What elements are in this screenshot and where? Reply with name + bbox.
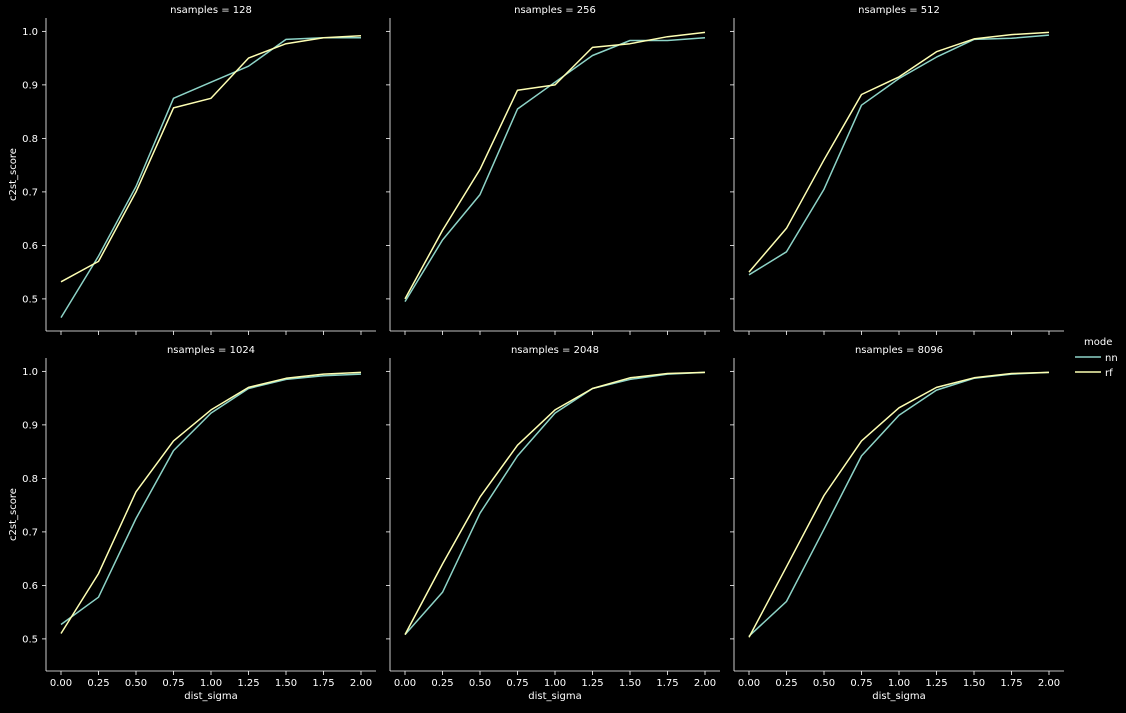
legend-label-nn: nn (1105, 353, 1118, 364)
x-tick-label: 0.75 (506, 678, 528, 689)
series-line-nn (748, 34, 1050, 276)
panel-title: nsamples = 1024 (167, 345, 255, 356)
series-line-nn (404, 37, 706, 302)
legend: mode nn rf (1075, 337, 1118, 379)
x-tick-label: 1.25 (581, 678, 603, 689)
x-tick-label: 1.00 (544, 678, 566, 689)
x-tick-label: 1.25 (925, 678, 947, 689)
x-tick-label: 0.00 (394, 678, 416, 689)
x-tick-label: 1.00 (888, 678, 910, 689)
series-line-rf (404, 31, 706, 300)
y-tick-label: 0.8 (22, 474, 38, 485)
x-tick-label: 2.00 (350, 678, 372, 689)
x-tick-label: 1.50 (619, 678, 641, 689)
y-tick-label: 0.8 (22, 134, 38, 145)
series-line-rf (748, 371, 1050, 638)
facet-panel: nsamples = 2048 0.00 0.25 0.50 0.75 1.00 1.25 1… (386, 345, 720, 702)
facet-panel: nsamples = 8096 0.00 0.25 0.50 0.75 1.00 1.25 1… (730, 345, 1064, 702)
legend-title: mode (1084, 337, 1112, 348)
facet-panel: nsamples = 512 (730, 5, 1064, 335)
y-tick-label: 1.0 (22, 27, 38, 38)
series-line-rf (404, 371, 706, 635)
facet-grid: nsamples = 128 0.5 0.6 0.7 0.8 0.9 1.0 c2st_sco… (8, 5, 1064, 702)
x-tick-label: 0.50 (125, 678, 147, 689)
panel-title: nsamples = 512 (858, 5, 940, 16)
series-line-nn (60, 37, 361, 318)
y-axis-label: c2st_score (8, 148, 19, 201)
panel-title: nsamples = 8096 (855, 345, 943, 356)
series-line-nn (60, 373, 362, 626)
y-tick-label: 0.5 (22, 294, 38, 305)
x-tick-label: 0.00 (738, 678, 760, 689)
x-tick-label: 1.75 (312, 678, 334, 689)
y-tick-label: 0.9 (22, 80, 38, 91)
y-axis-label: c2st_score (8, 488, 19, 541)
x-tick-label: 1.25 (237, 678, 259, 689)
facet-panel: nsamples = 1024 0.00 0.25 0.50 0.75 1.00 1.25 1… (8, 345, 376, 702)
x-tick-label: 1.50 (963, 678, 985, 689)
y-tick-label: 0.6 (22, 581, 38, 592)
y-tick-label: 0.9 (22, 420, 38, 431)
x-tick-label: 0.25 (431, 678, 453, 689)
x-tick-label: 2.00 (1038, 678, 1060, 689)
y-tick-label: 0.5 (22, 634, 38, 645)
x-tick-label: 0.25 (87, 678, 109, 689)
y-tick-label: 0.7 (22, 527, 38, 538)
series-line-rf (60, 371, 362, 634)
series-line-nn (404, 371, 706, 636)
series-line-rf (60, 34, 362, 283)
facet-panel: nsamples = 128 0.5 0.6 0.7 0.8 0.9 1.0 c2st_sco… (8, 5, 376, 335)
x-axis-label: dist_sigma (872, 691, 925, 702)
x-axis-label: dist_sigma (528, 691, 581, 702)
x-tick-label: 1.00 (200, 678, 222, 689)
x-tick-label: 0.50 (813, 678, 835, 689)
x-tick-label: 0.50 (469, 678, 491, 689)
y-tick-label: 0.7 (22, 187, 38, 198)
x-tick-label: 1.75 (656, 678, 678, 689)
facet-panel: nsamples = 256 (386, 5, 720, 335)
x-tick-label: 1.50 (275, 678, 297, 689)
x-tick-label: 0.00 (50, 678, 72, 689)
y-tick-label: 1.0 (22, 367, 38, 378)
x-tick-label: 0.75 (162, 678, 184, 689)
x-tick-label: 1.75 (1000, 678, 1022, 689)
series-line-rf (748, 31, 1050, 273)
y-tick-label: 0.6 (22, 241, 38, 252)
panel-title: nsamples = 128 (170, 5, 252, 16)
x-axis-label: dist_sigma (184, 691, 237, 702)
x-tick-label: 0.75 (850, 678, 872, 689)
legend-label-rf: rf (1105, 368, 1113, 379)
x-tick-label: 0.25 (775, 678, 797, 689)
panel-title: nsamples = 256 (514, 5, 596, 16)
x-tick-label: 2.00 (694, 678, 716, 689)
panel-title: nsamples = 2048 (511, 345, 599, 356)
